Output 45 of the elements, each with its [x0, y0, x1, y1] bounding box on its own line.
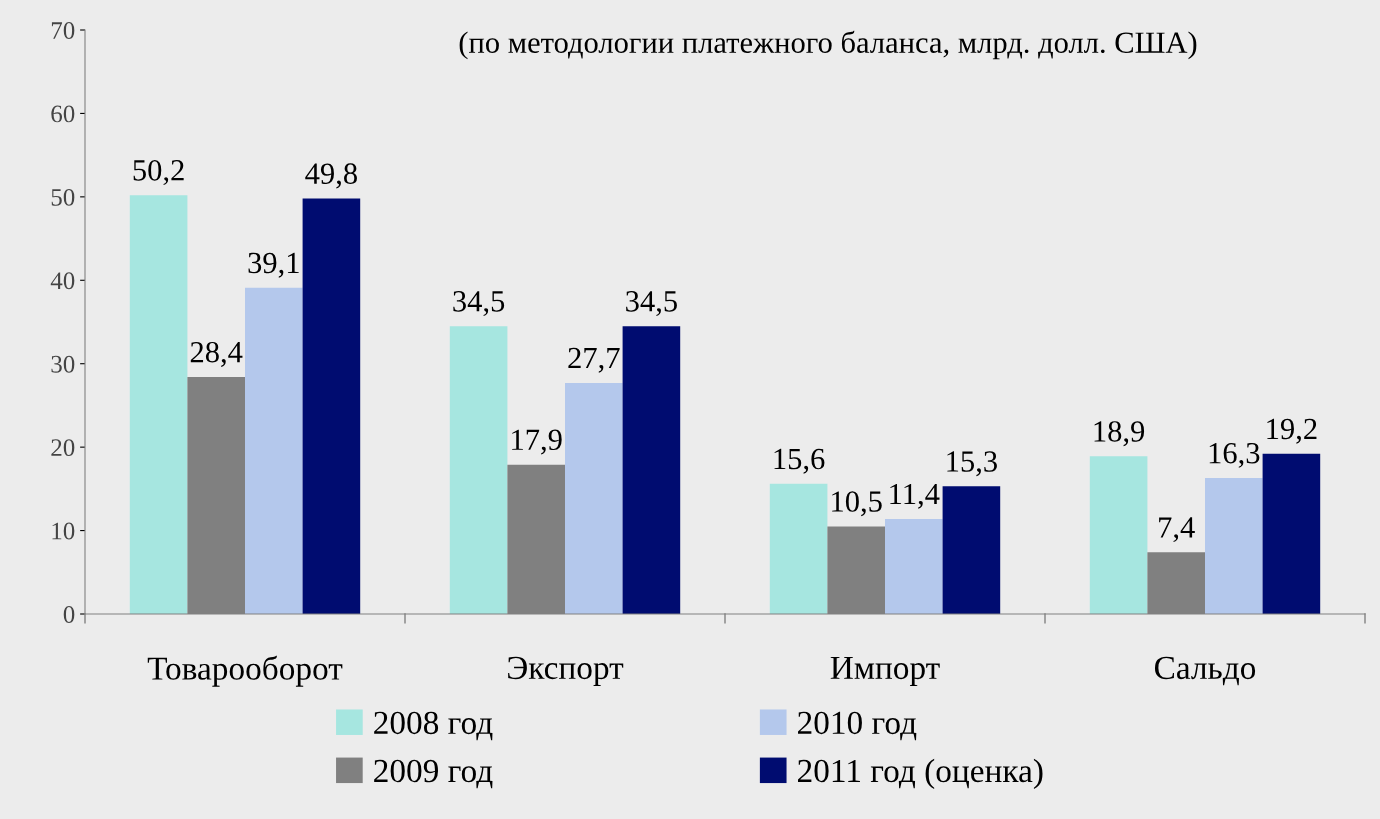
data-label: 19,2: [1267, 418, 1317, 444]
data-label: 10,5: [832, 491, 882, 517]
data-label: 27,7: [568, 347, 620, 373]
data-label: 17,9: [512, 429, 562, 455]
data-label: 28,4: [190, 341, 243, 367]
bar: [622, 326, 681, 614]
bar: [302, 198, 361, 614]
bar: [1262, 453, 1321, 614]
y-tick-label: 0: [63, 606, 75, 623]
y-tick-label: 30: [51, 355, 75, 373]
bar: [769, 483, 828, 614]
y-tick-label: 40: [50, 272, 75, 290]
x-tick-label: Импорт: [830, 656, 940, 686]
data-label: 15,3: [947, 451, 997, 477]
data-label: 34,5: [453, 291, 505, 317]
data-label: 11,4: [890, 483, 940, 509]
bar: [1089, 456, 1148, 614]
y-tick-label: 70: [51, 22, 75, 39]
data-label: 50,2: [133, 160, 184, 186]
data-label: 16,3: [1209, 442, 1260, 468]
y-tick-label: 10: [52, 522, 75, 540]
x-tick-label: Сальдо: [1154, 656, 1256, 686]
bar: [942, 486, 1001, 614]
bar: [1205, 478, 1263, 614]
legend-label: 2009 год: [374, 759, 493, 789]
bar: [129, 195, 188, 614]
bar: [565, 382, 623, 614]
data-label: 15,6: [774, 448, 825, 474]
data-label: 34,5: [626, 291, 677, 317]
y-tick-label: 60: [51, 105, 75, 123]
bar: [449, 326, 508, 614]
data-label: 39,1: [248, 252, 299, 278]
data-label: 7,4: [1159, 517, 1195, 543]
bar: [245, 287, 303, 614]
chart-subtitle: (по методологии платежного баланса, млрд. долл. США): [459, 30, 1197, 60]
data-label: 49,8: [305, 163, 357, 189]
x-tick-label: Товарооборот: [147, 655, 343, 687]
x-tick-label: Экспорт: [508, 656, 624, 686]
legend-label: 2010 год: [798, 711, 917, 741]
legend-label: 2011 год (оценка): [798, 758, 1043, 789]
y-tick-label: 20: [51, 439, 75, 457]
bar: [885, 518, 943, 614]
data-label: 18,9: [1094, 421, 1145, 447]
y-tick-label: 50: [51, 188, 75, 206]
legend-label: 2008 год: [374, 711, 493, 741]
